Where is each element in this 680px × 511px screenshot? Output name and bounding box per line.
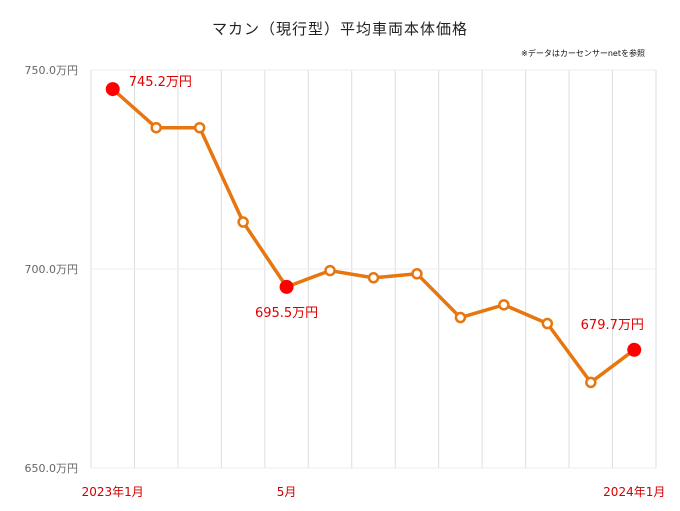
x-tick-label: 2023年1月 [82,485,144,499]
highlight-point [627,342,642,357]
y-tick-label: 700.0万円 [25,263,79,276]
data-point [150,121,162,134]
chart-title: マカン（現行型）平均車両本体価格 [212,20,468,38]
data-label: 679.7万円 [581,318,644,333]
series-price [105,82,642,389]
data-point [585,376,597,389]
y-tick-label: 750.0万円 [25,64,79,77]
data-labels: 745.2万円 695.5万円 679.7万円 [129,75,644,333]
highlight-point [279,279,294,294]
data-point [454,311,467,324]
data-point [324,264,336,277]
data-point [237,216,249,228]
data-point [193,121,206,134]
x-axis-ticks: 2023年1月 5月 2024年1月 [82,485,666,499]
y-axis-ticks: 750.0万円 700.0万円 650.0万円 [25,64,79,475]
highlight-point [105,82,120,97]
y-tick-label: 650.0万円 [25,462,79,475]
data-point [541,317,554,330]
data-point [498,299,510,311]
data-point [411,268,423,280]
x-tick-label: 2024年1月 [603,485,665,499]
source-note: ※データはカーセンサーnetを参照 [521,48,645,58]
series-line [110,87,637,385]
data-point [367,272,380,284]
grid [90,69,657,469]
data-label: 745.2万円 [129,75,192,90]
x-tick-label: 5月 [277,485,297,499]
data-label: 695.5万円 [255,306,318,321]
